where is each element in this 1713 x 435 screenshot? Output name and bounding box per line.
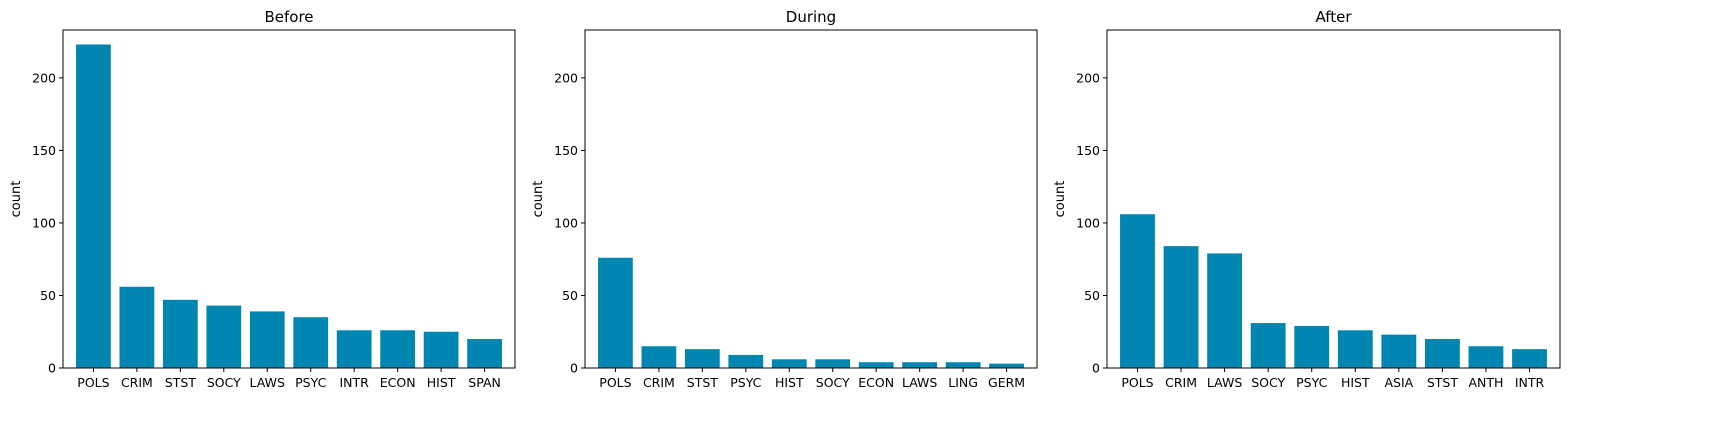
- y-tick-label: 150: [32, 143, 56, 158]
- chart-title: During: [786, 8, 836, 26]
- y-tick-label: 50: [40, 288, 56, 303]
- y-tick-label: 200: [1076, 70, 1100, 85]
- x-tick-label: PSYC: [295, 375, 326, 390]
- x-tick-label: INTR: [340, 375, 370, 390]
- bar-laws: [1207, 253, 1243, 368]
- bar-crim: [641, 346, 677, 368]
- bar-socy: [206, 305, 242, 368]
- x-tick-label: STST: [1427, 375, 1459, 390]
- y-axis-label: count: [9, 181, 24, 218]
- plot-frame: [62, 29, 516, 369]
- bar-intr: [336, 330, 372, 368]
- y-tick-label: 0: [1092, 361, 1100, 376]
- bar-pols: [76, 44, 111, 368]
- x-tick-label: LAWS: [902, 375, 937, 390]
- y-axis-label: count: [1053, 181, 1068, 218]
- x-tick-label: ANTH: [1468, 375, 1503, 390]
- chart-title: After: [1315, 8, 1352, 26]
- bar-econ: [380, 330, 416, 368]
- chart-title: Before: [264, 8, 313, 26]
- bar-germ: [989, 363, 1024, 368]
- x-tick-label: POLS: [599, 375, 631, 390]
- bar-psyc: [728, 354, 764, 368]
- y-tick-label: 0: [570, 361, 578, 376]
- x-tick-label: HIST: [427, 375, 456, 390]
- bar-hist: [423, 331, 459, 368]
- chart-panel-before: 0 50 100 150 200 POLS CRIM STST SOCY LAWS PSYC INTR…: [9, 8, 516, 390]
- x-tick-label: ASIA: [1384, 375, 1413, 390]
- x-tick-label: SOCY: [207, 375, 241, 390]
- bar-psyc: [293, 317, 329, 368]
- chart-panel-after: 0 50 100 150 200 POLS CRIM LAWS SOCY PSYC HIST ASIA…: [1053, 8, 1561, 390]
- x-tick-label: SPAN: [468, 375, 501, 390]
- x-tick-label: HIST: [1341, 375, 1370, 390]
- x-tick-label: POLS: [1121, 375, 1153, 390]
- x-tick-label: SOCY: [1251, 375, 1285, 390]
- bar-psyc: [1294, 325, 1330, 368]
- x-tick-label: LAWS: [1207, 375, 1242, 390]
- bar-stst: [162, 299, 198, 368]
- bar-anth: [1468, 346, 1504, 368]
- y-tick-label: 100: [554, 215, 578, 230]
- x-tick-label: LING: [948, 375, 978, 390]
- plot-frame: [584, 29, 1038, 369]
- y-tick-label: 150: [1076, 143, 1100, 158]
- bar-pols: [598, 257, 633, 368]
- x-tick-label: GERM: [988, 375, 1025, 390]
- bar-hist: [771, 359, 807, 368]
- x-tick-label: HIST: [775, 375, 804, 390]
- x-tick-label: SOCY: [816, 375, 850, 390]
- bar-socy: [1250, 323, 1286, 368]
- x-tick-label: PSYC: [1296, 375, 1327, 390]
- bar-socy: [815, 359, 851, 368]
- x-tick-label: ECON: [858, 375, 894, 390]
- x-tick-label: LAWS: [250, 375, 285, 390]
- x-tick-label: STST: [687, 375, 719, 390]
- bar-stst: [684, 349, 720, 368]
- x-tick-label: PSYC: [730, 375, 761, 390]
- bar-hist: [1337, 330, 1373, 368]
- x-tick-label: INTR: [1515, 375, 1545, 390]
- x-tick-label: CRIM: [121, 375, 153, 390]
- y-tick-label: 150: [554, 143, 578, 158]
- bar-pols: [1120, 214, 1155, 368]
- y-tick-label: 200: [32, 70, 56, 85]
- bar-ling: [945, 362, 981, 368]
- bar-asia: [1381, 334, 1417, 368]
- y-tick-label: 100: [32, 215, 56, 230]
- y-tick-label: 50: [1084, 288, 1100, 303]
- bar-span: [467, 338, 502, 368]
- x-tick-label: POLS: [77, 375, 109, 390]
- bar-laws: [902, 362, 938, 368]
- bar-crim: [119, 286, 155, 368]
- y-tick-label: 100: [1076, 215, 1100, 230]
- chart-panel-during: 0 50 100 150 200 POLS CRIM STST PSYC HIST SOCY ECON…: [531, 8, 1038, 390]
- y-tick-label: 0: [48, 361, 56, 376]
- x-tick-label: CRIM: [643, 375, 675, 390]
- bar-econ: [858, 362, 894, 368]
- y-tick-label: 50: [562, 288, 578, 303]
- x-tick-label: ECON: [380, 375, 416, 390]
- y-axis-label: count: [531, 181, 546, 218]
- x-tick-label: STST: [165, 375, 197, 390]
- plot-frame: [1106, 29, 1561, 369]
- bar-intr: [1512, 349, 1547, 368]
- bar-stst: [1424, 338, 1460, 368]
- bar-laws: [249, 311, 285, 368]
- y-tick-label: 200: [554, 70, 578, 85]
- bar-crim: [1163, 246, 1199, 368]
- x-tick-label: CRIM: [1165, 375, 1197, 390]
